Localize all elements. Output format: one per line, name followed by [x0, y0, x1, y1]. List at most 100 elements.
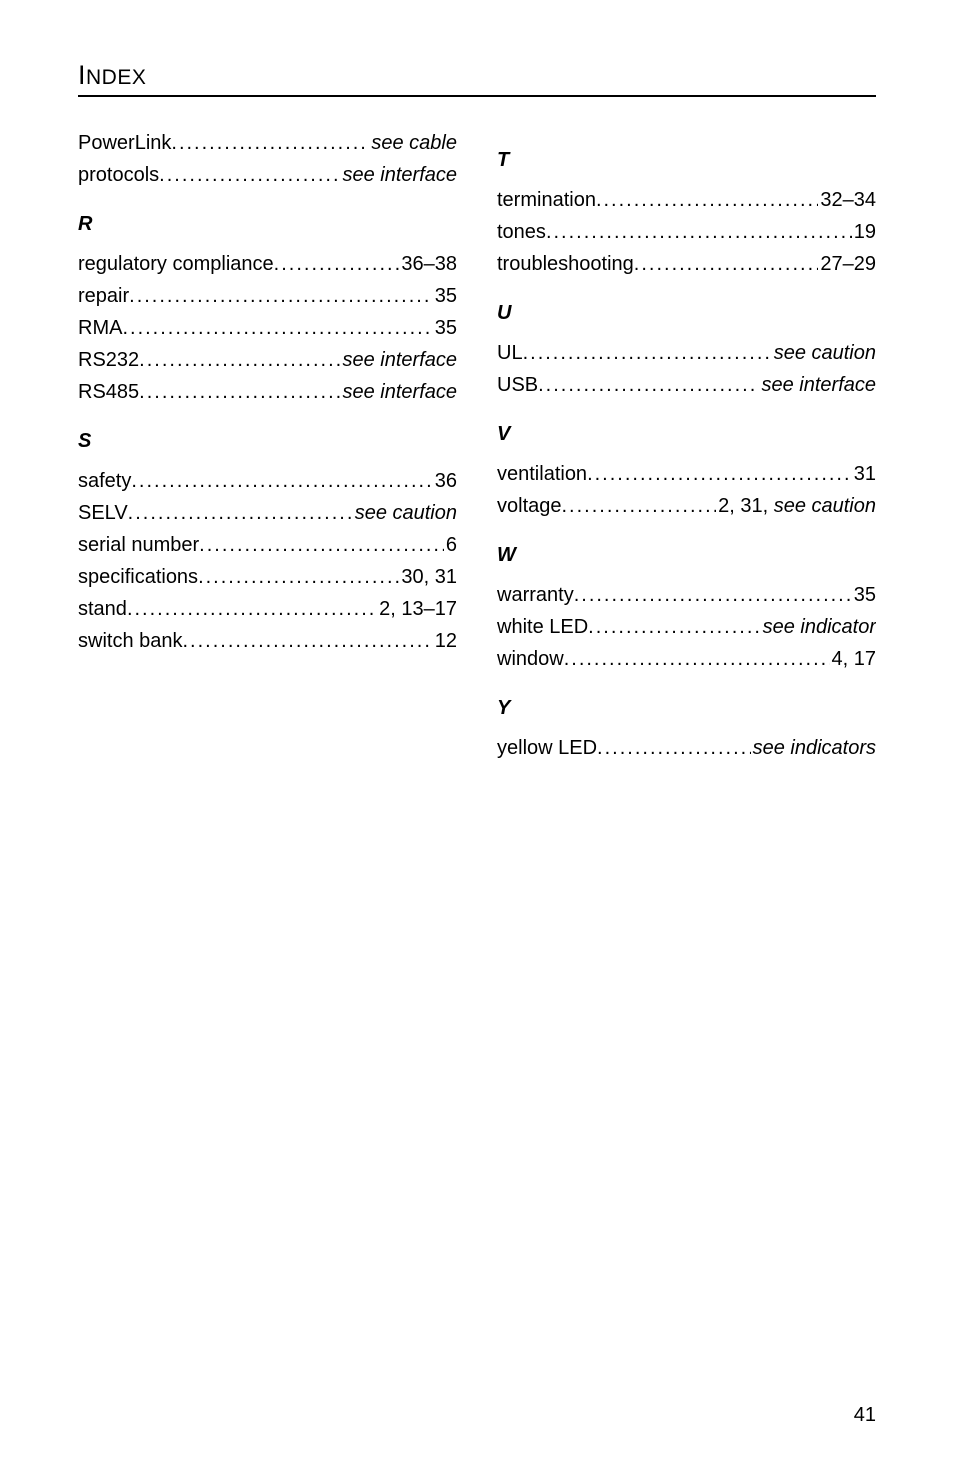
index-locator: 32–34	[818, 184, 876, 216]
index-term: specifications	[78, 561, 198, 593]
page: INDEX PowerLink see cableprotocols see i…	[0, 0, 954, 1475]
section-letter: Y	[497, 697, 876, 720]
index-entry: USB see interface	[497, 369, 876, 401]
index-term: RS485	[78, 376, 139, 408]
index-term: stand	[78, 593, 127, 625]
index-term: ventilation	[497, 458, 587, 490]
index-entry: ventilation 31	[497, 458, 876, 490]
section-letter: V	[497, 423, 876, 446]
index-heading: INDEX	[78, 60, 876, 97]
leader-dots	[139, 376, 340, 408]
index-entry: UL see caution	[497, 337, 876, 369]
leader-dots	[274, 248, 400, 280]
heading-first-letter: I	[78, 60, 86, 90]
leader-dots	[596, 184, 818, 216]
index-locator: 2, 31, see caution	[716, 490, 876, 522]
index-locator: see interface	[340, 159, 457, 191]
index-entry: troubleshooting 27–29	[497, 248, 876, 280]
index-term: RMA	[78, 312, 122, 344]
index-term: UL	[497, 337, 523, 369]
leader-dots	[546, 216, 852, 248]
leader-dots	[562, 490, 717, 522]
heading-rest: NDEX	[86, 66, 146, 89]
index-entry: repair 35	[78, 280, 457, 312]
leader-dots	[127, 593, 377, 625]
index-locator: 6	[444, 529, 457, 561]
right-column: Ttermination 32–34tones 19troubleshootin…	[497, 127, 876, 764]
index-term: white LED	[497, 611, 588, 643]
index-term: repair	[78, 280, 129, 312]
index-locator: see caution	[353, 497, 457, 529]
index-entry: safety 36	[78, 465, 457, 497]
leader-dots	[198, 561, 399, 593]
index-locator: see interface	[759, 369, 876, 401]
index-term: safety	[78, 465, 131, 497]
leader-dots	[634, 248, 819, 280]
leader-dots	[131, 465, 432, 497]
leader-dots	[588, 611, 760, 643]
index-locator: 35	[433, 280, 457, 312]
index-entry: RMA 35	[78, 312, 457, 344]
leader-dots	[574, 579, 852, 611]
page-number: 41	[854, 1404, 876, 1427]
index-term: termination	[497, 184, 596, 216]
index-term: yellow LED	[497, 732, 597, 764]
index-term: voltage	[497, 490, 562, 522]
index-entry: termination 32–34	[497, 184, 876, 216]
leader-dots	[564, 643, 830, 675]
index-locator: see indicators	[751, 732, 876, 764]
section-letter: R	[78, 213, 457, 236]
index-term: protocols	[78, 159, 159, 191]
index-term: regulatory compliance	[78, 248, 274, 280]
index-entry: regulatory compliance 36–38	[78, 248, 457, 280]
leader-dots	[122, 312, 432, 344]
index-locator: 12	[433, 625, 457, 657]
leader-dots	[139, 344, 340, 376]
index-entry: serial number 6	[78, 529, 457, 561]
leader-dots	[523, 337, 772, 369]
index-locator: 36	[433, 465, 457, 497]
leader-dots	[587, 458, 852, 490]
index-locator: 27–29	[818, 248, 876, 280]
index-entry: SELV see caution	[78, 497, 457, 529]
section-letter: W	[497, 544, 876, 567]
index-locator: 36–38	[399, 248, 457, 280]
index-entry: RS232 see interface	[78, 344, 457, 376]
index-entry: yellow LED see indicators	[497, 732, 876, 764]
index-entry: stand 2, 13–17	[78, 593, 457, 625]
leader-dots	[597, 732, 751, 764]
index-term: SELV	[78, 497, 128, 529]
index-columns: PowerLink see cableprotocols see interfa…	[78, 127, 876, 764]
section-letter: S	[78, 430, 457, 453]
index-entry: white LED see indicator	[497, 611, 876, 643]
index-term: tones	[497, 216, 546, 248]
index-locator: see cable	[369, 127, 457, 159]
leader-dots	[538, 369, 759, 401]
leader-dots	[199, 529, 444, 561]
index-locator: 4, 17	[830, 643, 876, 675]
index-entry: specifications 30, 31	[78, 561, 457, 593]
index-locator: see interface	[340, 376, 457, 408]
index-term: troubleshooting	[497, 248, 634, 280]
index-term: warranty	[497, 579, 574, 611]
index-entry: switch bank 12	[78, 625, 457, 657]
leader-dots	[171, 127, 369, 159]
section-letter: T	[497, 149, 876, 172]
index-locator: 19	[852, 216, 876, 248]
leader-dots	[183, 625, 433, 657]
leader-dots	[129, 280, 433, 312]
index-term: PowerLink	[78, 127, 171, 159]
index-term: RS232	[78, 344, 139, 376]
index-locator: 31	[852, 458, 876, 490]
index-entry: tones 19	[497, 216, 876, 248]
leader-dots	[128, 497, 353, 529]
index-term: window	[497, 643, 564, 675]
index-entry: PowerLink see cable	[78, 127, 457, 159]
index-locator: 35	[852, 579, 876, 611]
index-locator: see indicator	[761, 611, 876, 643]
left-column: PowerLink see cableprotocols see interfa…	[78, 127, 457, 764]
index-entry: window 4, 17	[497, 643, 876, 675]
index-locator: 35	[433, 312, 457, 344]
index-locator: 30, 31	[399, 561, 457, 593]
index-term: USB	[497, 369, 538, 401]
